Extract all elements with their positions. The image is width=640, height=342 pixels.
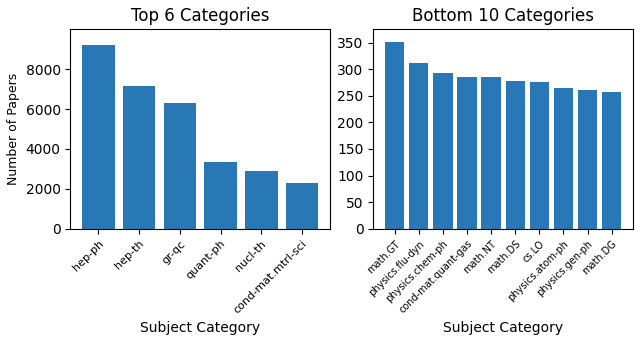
Y-axis label: Number of Papers: Number of Papers (7, 73, 20, 185)
Bar (164, 103, 196, 229)
Bar (506, 81, 525, 229)
Bar (385, 41, 404, 229)
Bar (286, 183, 318, 229)
Bar (204, 162, 237, 229)
Bar (554, 88, 573, 229)
Title: Top 6 Categories: Top 6 Categories (131, 7, 269, 25)
Bar (433, 74, 452, 229)
Bar (602, 92, 621, 229)
Bar (123, 86, 156, 229)
Title: Bottom 10 Categories: Bottom 10 Categories (412, 7, 594, 25)
X-axis label: Subject Category: Subject Category (140, 321, 260, 335)
X-axis label: Subject Category: Subject Category (443, 321, 563, 335)
Bar (481, 77, 500, 229)
Bar (530, 82, 549, 229)
Bar (578, 90, 597, 229)
Bar (458, 77, 477, 229)
Bar (82, 45, 115, 229)
Bar (409, 63, 428, 229)
Bar (245, 171, 278, 229)
